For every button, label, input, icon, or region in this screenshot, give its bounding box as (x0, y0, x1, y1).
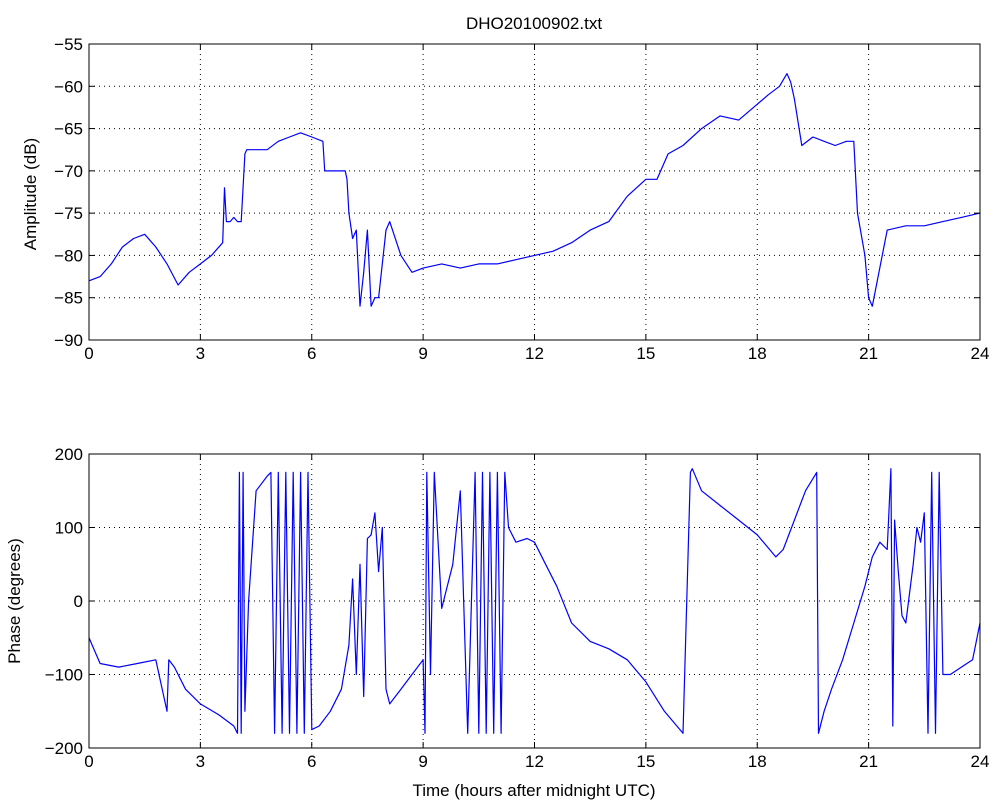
amplitude-x-tick-label: 24 (971, 344, 990, 363)
phase-x-tick-label: 9 (418, 752, 427, 771)
phase-x-tick-label: 15 (636, 752, 655, 771)
phase-y-tick-label: 100 (55, 519, 83, 538)
amplitude-x-tick-label: 3 (196, 344, 205, 363)
amplitude-x-tick-label: 18 (748, 344, 767, 363)
amplitude-x-tick-label: 6 (307, 344, 316, 363)
phase-y-tick-label: −200 (45, 739, 83, 758)
phase-x-tick-label: 12 (525, 752, 544, 771)
amplitude-x-tick-label: 9 (418, 344, 427, 363)
phase-x-tick-label: 3 (196, 752, 205, 771)
figure-title: DHO20100902.txt (466, 14, 602, 33)
phase-plot: Phase (degrees) Time (hours after midnig… (5, 445, 989, 800)
amplitude-y-axis-label: Amplitude (dB) (21, 138, 40, 250)
amplitude-plot: Amplitude (dB) 0 3 6 9 12 15 18 21 24 −90 −85 −80 −7… (21, 35, 989, 363)
amplitude-y-tick-label: −85 (54, 289, 83, 308)
phase-x-tick-label: 24 (971, 752, 990, 771)
amplitude-y-tick-label: −60 (54, 77, 83, 96)
phase-x-tick-label: 6 (307, 752, 316, 771)
amplitude-y-tick-label: −90 (54, 331, 83, 350)
amplitude-series-line (88, 73, 981, 307)
phase-y-tick-label: −100 (45, 666, 83, 685)
amplitude-y-tick-label: −80 (54, 246, 83, 265)
phase-x-tick-label: 21 (859, 752, 878, 771)
amplitude-y-tick-label: −55 (54, 35, 83, 54)
phase-series-line (88, 468, 981, 734)
phase-x-axis-label: Time (hours after midnight UTC) (412, 781, 655, 800)
amplitude-y-tick-label: −75 (54, 204, 83, 223)
phase-x-tick-label: 0 (84, 752, 93, 771)
amplitude-x-tick-label: 0 (84, 344, 93, 363)
amplitude-x-tick-label: 12 (525, 344, 544, 363)
phase-y-tick-label: 200 (55, 445, 83, 464)
amplitude-x-tick-label: 15 (636, 344, 655, 363)
amplitude-y-tick-label: −70 (54, 162, 83, 181)
phase-x-tick-label: 18 (748, 752, 767, 771)
amplitude-x-tick-label: 21 (859, 344, 878, 363)
phase-y-tick-label: 0 (74, 592, 83, 611)
phase-y-axis-label: Phase (degrees) (5, 538, 24, 664)
amplitude-y-tick-label: −65 (54, 120, 83, 139)
